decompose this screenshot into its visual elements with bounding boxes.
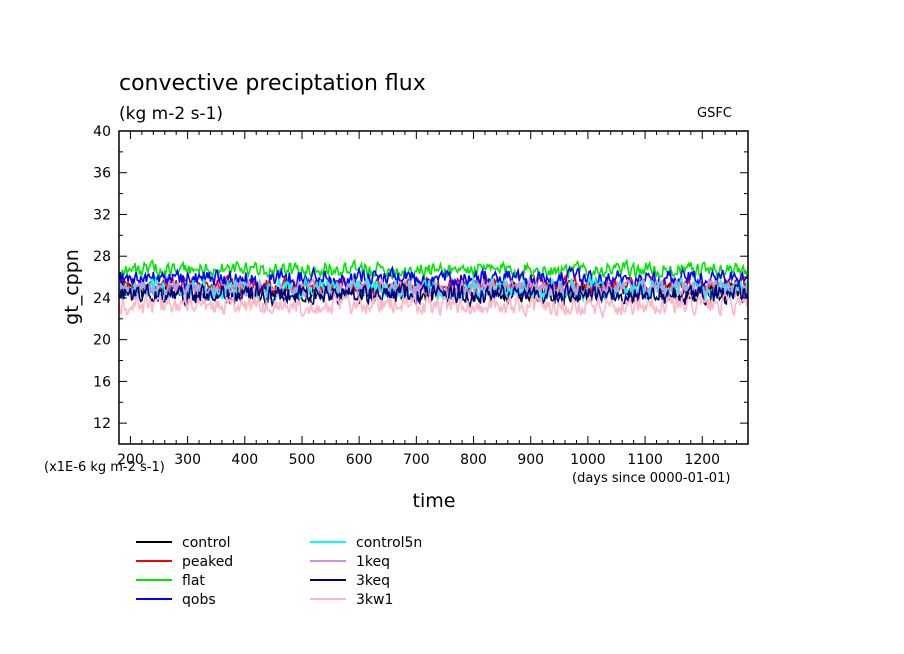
- series-line-1keq: [118, 276, 749, 302]
- y-tick-label: 20: [93, 333, 111, 349]
- legend-label-flat: flat: [182, 573, 205, 589]
- x-tick-label: 200: [117, 452, 144, 468]
- x-tick-label: 1200: [684, 452, 720, 468]
- y-tick-label: 36: [93, 166, 111, 182]
- x-tick-label: 1000: [570, 452, 606, 468]
- x-tick-label: 700: [403, 452, 430, 468]
- x-tick-label: 900: [517, 452, 544, 468]
- y-tick-label: 32: [93, 207, 111, 223]
- y-tick-label: 40: [93, 124, 111, 140]
- x-tick-label: 600: [346, 452, 373, 468]
- x-tick-label: 300: [174, 452, 201, 468]
- source-label: GSFC: [697, 106, 732, 121]
- legend-label-qobs: qobs: [182, 592, 216, 608]
- y-tick-label: 16: [93, 374, 111, 390]
- legend-label-control5n: control5n: [356, 535, 422, 551]
- y-tick-labels: 12 16 20 24 28 32 36 40: [93, 124, 111, 432]
- series-layer: [118, 258, 749, 320]
- y-tick-label: 12: [93, 416, 111, 432]
- x-tick-labels: 200 300 400 500 600 700 800 900 1000 1100 1200: [117, 452, 720, 468]
- x-tick-label: 400: [231, 452, 258, 468]
- y-tick-label: 24: [93, 291, 111, 307]
- y-scale-note: (x1E-6 kg m-2 s-1): [44, 460, 165, 475]
- y-tick-label: 28: [93, 249, 111, 265]
- legend-label-3kw1: 3kw1: [356, 592, 393, 608]
- legend: control peaked flat qobs control5n 1keq 3keq 3k…: [136, 535, 422, 608]
- legend-label-control: control: [182, 535, 231, 551]
- chart-title: convective preciptation flux: [119, 71, 426, 96]
- legend-label-3keq: 3keq: [356, 573, 390, 589]
- tick-layer: [119, 130, 749, 445]
- series-line-flat: [118, 258, 749, 281]
- plot-frame: [118, 130, 749, 445]
- legend-label-1keq: 1keq: [356, 554, 390, 570]
- x-tick-label: 500: [289, 452, 316, 468]
- x-axis-label: time: [413, 490, 456, 512]
- y-axis-label: gt_cppn: [61, 249, 83, 325]
- chart-subtitle: (kg m-2 s-1): [119, 104, 223, 124]
- x-tick-label: 1100: [627, 452, 663, 468]
- legend-label-peaked: peaked: [182, 554, 233, 570]
- x-units-note: (days since 0000-01-01): [572, 471, 730, 486]
- series-line-3kw1: [118, 292, 749, 320]
- x-tick-label: 800: [460, 452, 487, 468]
- series-line-3keq: [118, 280, 749, 309]
